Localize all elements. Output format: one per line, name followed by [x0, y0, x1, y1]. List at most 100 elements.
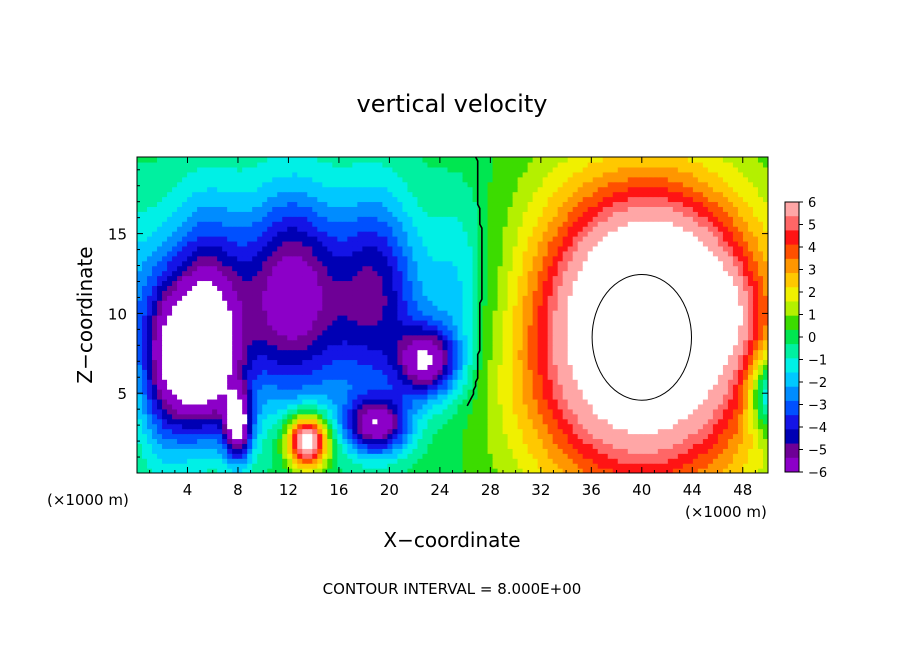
heatmap-cell — [372, 290, 378, 296]
heatmap-cell — [502, 349, 509, 356]
heatmap-cell — [287, 398, 293, 405]
heatmap-cell — [697, 389, 704, 395]
heatmap-cell — [572, 428, 579, 435]
heatmap-cell — [572, 285, 579, 291]
heatmap-cell — [537, 315, 544, 321]
heatmap-cell — [357, 438, 363, 444]
heatmap-cell — [672, 359, 679, 365]
heatmap-cell — [357, 364, 363, 370]
heatmap-cell — [257, 285, 263, 291]
heatmap-cell — [182, 369, 188, 375]
heatmap-cell — [617, 423, 624, 430]
heatmap-cell — [192, 428, 198, 435]
heatmap-cell — [362, 398, 368, 405]
heatmap-cell — [327, 339, 333, 346]
heatmap-cell — [647, 418, 654, 425]
heatmap-cell — [342, 315, 348, 321]
heatmap-cell — [657, 408, 664, 415]
heatmap-cell — [622, 334, 629, 341]
heatmap-cell — [677, 290, 684, 296]
heatmap-cell — [652, 359, 659, 365]
heatmap-cell — [167, 408, 173, 415]
heatmap-cell — [292, 290, 298, 296]
heatmap-cell — [507, 443, 514, 449]
heatmap-cell — [547, 384, 554, 390]
heatmap-cell — [487, 300, 494, 306]
heatmap-cell — [297, 418, 303, 425]
heatmap-cell — [647, 384, 654, 390]
heatmap-cell — [297, 300, 303, 306]
heatmap-cell — [722, 305, 729, 311]
heatmap-cell — [422, 453, 429, 459]
heatmap-cell — [627, 423, 634, 430]
heatmap-cell — [362, 334, 368, 341]
heatmap-cell — [562, 394, 569, 400]
heatmap-cell — [197, 344, 203, 351]
heatmap-cell — [307, 458, 313, 464]
heatmap-cell — [412, 463, 419, 469]
heatmap-cell — [452, 453, 459, 459]
heatmap-cell — [752, 443, 759, 449]
heatmap-cell — [467, 290, 474, 296]
heatmap-cell — [562, 344, 569, 351]
heatmap-cell — [492, 458, 499, 464]
heatmap-cell — [147, 379, 153, 385]
heatmap-cell — [362, 389, 368, 395]
heatmap-cell — [507, 398, 514, 405]
heatmap-cell — [147, 423, 153, 430]
heatmap-cell — [717, 448, 724, 454]
heatmap-cell — [327, 280, 333, 286]
heatmap-cell — [262, 443, 268, 449]
heatmap-cell — [182, 300, 188, 306]
heatmap-cell — [597, 295, 604, 301]
heatmap-cell — [377, 300, 383, 306]
heatmap-cell — [137, 394, 143, 400]
heatmap-cell — [212, 468, 218, 473]
heatmap-cells — [137, 157, 768, 473]
heatmap-cell — [672, 349, 679, 356]
heatmap-cell — [737, 300, 744, 306]
heatmap-cell — [572, 468, 579, 473]
heatmap-cell — [482, 408, 489, 415]
heatmap-cell — [507, 389, 514, 395]
heatmap-cell — [307, 394, 313, 400]
heatmap-cell — [307, 463, 313, 469]
heatmap-cell — [542, 280, 549, 286]
heatmap-cell — [177, 379, 183, 385]
heatmap-cell — [567, 463, 574, 469]
heatmap-cell — [362, 403, 368, 410]
heatmap-cell — [152, 364, 158, 370]
heatmap-cell — [392, 448, 399, 454]
heatmap-cell — [482, 379, 489, 385]
heatmap-cell — [162, 275, 168, 282]
heatmap-cell — [642, 379, 649, 385]
heatmap-cell — [212, 334, 218, 341]
heatmap-cell — [362, 418, 368, 425]
heatmap-cell — [157, 463, 163, 469]
heatmap-cell — [227, 349, 233, 356]
heatmap-cell — [337, 280, 343, 286]
heatmap-cell — [377, 374, 383, 380]
heatmap-cell — [322, 290, 328, 296]
heatmap-cell — [157, 384, 163, 390]
heatmap-cell — [247, 413, 253, 420]
heatmap-cell — [397, 285, 404, 291]
heatmap-cell — [197, 408, 203, 415]
heatmap-cell — [332, 413, 338, 420]
heatmap-cell — [552, 290, 559, 296]
heatmap-cell — [447, 319, 454, 326]
heatmap-cell — [762, 339, 768, 346]
heatmap-cell — [202, 339, 208, 346]
heatmap-cell — [352, 290, 358, 296]
heatmap-cell — [177, 315, 183, 321]
heatmap-cell — [562, 433, 569, 440]
heatmap-cell — [232, 319, 238, 326]
heatmap-cell — [307, 423, 313, 430]
heatmap-cell — [507, 403, 514, 410]
heatmap-cell — [607, 324, 614, 331]
heatmap-cell — [762, 354, 768, 361]
heatmap-cell — [492, 364, 499, 370]
heatmap-cell — [722, 290, 729, 296]
heatmap-cell — [442, 394, 449, 400]
heatmap-cell — [187, 295, 193, 301]
